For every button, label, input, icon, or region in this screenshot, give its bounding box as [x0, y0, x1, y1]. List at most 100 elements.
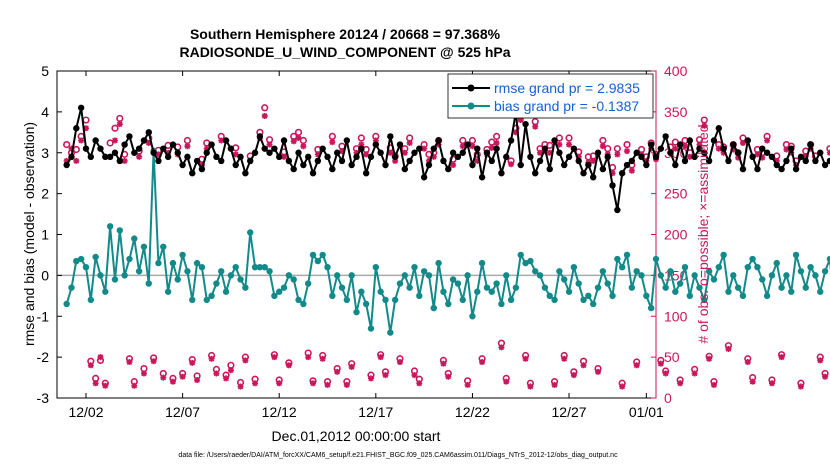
- bias-point: [725, 288, 732, 295]
- obs-assimilated-point: [392, 157, 399, 164]
- bias-point: [623, 251, 631, 259]
- y2-tick-label: 50: [664, 349, 680, 365]
- bias-point: [672, 288, 679, 295]
- y-axis-label: rmse and bias (model - observation): [21, 122, 37, 346]
- obs-assimilated-point: [822, 373, 829, 380]
- rmse-point: [459, 149, 466, 156]
- bias-point: [203, 296, 210, 304]
- rmse-point: [348, 161, 355, 169]
- obs-assimilated-point: [121, 157, 128, 164]
- bias-point: [348, 272, 355, 279]
- bias-point: [759, 276, 766, 283]
- legend-rmse-marker: [467, 84, 475, 92]
- rmse-point: [416, 145, 423, 152]
- bias-point: [498, 300, 505, 308]
- obs-assimilated-point: [677, 380, 684, 387]
- obs-assimilated-point: [377, 354, 384, 361]
- obs-assimilated-point: [281, 153, 288, 160]
- rmse-point: [179, 161, 186, 169]
- bias-point: [68, 284, 75, 291]
- obs-assimilated-point: [450, 162, 457, 169]
- obs-assimilated-point: [363, 151, 370, 158]
- rmse-point: [493, 145, 500, 152]
- bias-point: [362, 300, 370, 308]
- obs-assimilated-point: [387, 149, 394, 156]
- obs-assimilated-point: [131, 382, 138, 389]
- rmse-point: [92, 137, 99, 144]
- rmse-point: [445, 165, 452, 173]
- rmse-point: [150, 149, 157, 156]
- obs-assimilated-point: [754, 151, 761, 158]
- obs-assimilated-point: [213, 370, 220, 377]
- rmse-point: [435, 137, 442, 144]
- bias-point: [111, 276, 119, 283]
- rmse-point: [169, 141, 177, 148]
- rmse-point: [507, 137, 515, 144]
- obs-assimilated-point: [440, 360, 447, 367]
- plot-area: [56, 70, 657, 399]
- bias-point: [300, 300, 307, 308]
- obs-assimilated-point: [759, 154, 766, 161]
- rmse-point: [676, 141, 684, 148]
- obs-assimilated-point: [498, 344, 505, 351]
- rmse-point: [503, 153, 510, 161]
- obs-assimilated-point: [459, 143, 466, 150]
- bias-point: [604, 280, 611, 287]
- obs-possible-point: [357, 134, 365, 142]
- rmse-point: [411, 149, 418, 156]
- legend-box: [447, 73, 654, 119]
- obs-assimilated-point: [348, 363, 355, 370]
- obs-assimilated-point: [730, 146, 737, 153]
- bias-point: [251, 264, 259, 271]
- obs-assimilated-point: [619, 383, 626, 390]
- rmse-point: [135, 145, 143, 152]
- bias-point: [754, 264, 761, 271]
- bias-point: [435, 259, 442, 267]
- obs-assimilated-point: [218, 137, 225, 144]
- bias-point: [797, 268, 805, 275]
- bias-point: [391, 296, 399, 304]
- obs-assimilated-point: [223, 375, 230, 382]
- bias-point: [710, 276, 718, 283]
- obs-assimilated-point: [116, 121, 123, 128]
- obs-assimilated-point: [681, 143, 688, 150]
- obs-assimilated-point: [662, 370, 669, 377]
- bias-point: [131, 235, 138, 242]
- obs-assimilated-point: [372, 137, 379, 144]
- obs-assimilated-point: [773, 157, 780, 164]
- rmse-point: [623, 161, 631, 169]
- bias-point: [256, 264, 264, 271]
- rmse-point: [140, 137, 148, 144]
- rmse-point: [701, 149, 708, 156]
- rmse-point: [628, 157, 636, 165]
- obs-assimilated-point: [701, 122, 708, 129]
- bias-point: [396, 280, 404, 287]
- obs-assimilated-point: [416, 380, 423, 387]
- bias-point: [686, 292, 694, 300]
- obs-assimilated-point: [208, 355, 215, 362]
- obs-assimilated-point: [382, 372, 389, 379]
- y-tick-label: -2: [37, 349, 50, 365]
- rmse-point: [792, 165, 800, 173]
- rmse-point: [232, 161, 239, 169]
- obs-assimilated-point: [339, 148, 346, 155]
- bias-point: [237, 276, 244, 283]
- obs-possible-point: [700, 116, 708, 124]
- obs-assimilated-point: [73, 157, 80, 164]
- obs-assimilated-point: [464, 381, 471, 388]
- rmse-point: [266, 149, 273, 156]
- rmse-point: [430, 145, 437, 152]
- bias-point: [647, 304, 655, 312]
- bias-point: [411, 264, 418, 271]
- bias-point: [812, 272, 819, 279]
- obs-assimilated-point: [295, 135, 302, 142]
- rmse-point: [420, 174, 428, 181]
- obs-assimilated-point: [198, 162, 205, 169]
- bias-point: [454, 280, 462, 287]
- x-tick-label: 12/02: [68, 404, 103, 420]
- rmse-point: [97, 145, 104, 152]
- rmse-point: [116, 157, 123, 165]
- bias-point: [261, 264, 268, 271]
- bias-point: [821, 268, 829, 275]
- rmse-point: [372, 141, 380, 148]
